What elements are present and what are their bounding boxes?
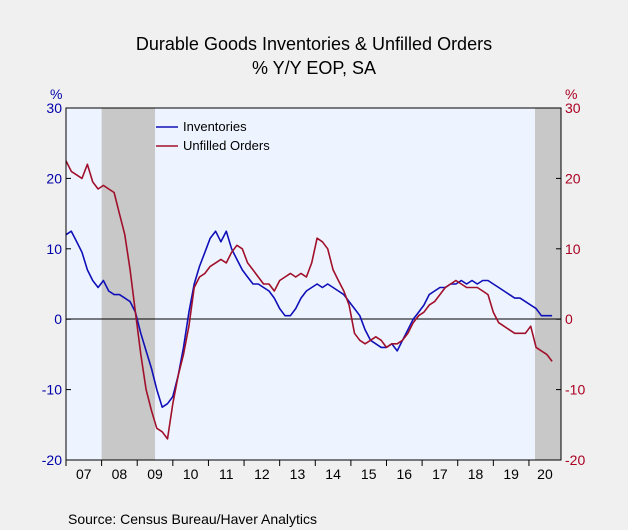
x-tick-label: 09 — [147, 466, 163, 482]
left-axis-unit: % — [50, 86, 62, 102]
x-tick-label: 20 — [537, 466, 553, 482]
left-y-axis: -20 -10 0 10 20 30 — [42, 100, 71, 468]
chart-subtitle: % Y/Y EOP, SA — [252, 58, 376, 78]
right-axis-unit: % — [565, 86, 577, 102]
x-tick-label: 08 — [112, 466, 128, 482]
right-tick-label: -10 — [565, 382, 585, 398]
legend-label-inventories: Inventories — [183, 119, 247, 134]
legend-label-unfilled-orders: Unfilled Orders — [183, 138, 270, 153]
left-tick-label: 20 — [46, 170, 62, 186]
x-tick-label: 18 — [468, 466, 484, 482]
recession-shading — [101, 108, 561, 460]
plot-frame — [65, 107, 562, 461]
recession-band — [101, 108, 156, 460]
x-axis: 07 08 09 10 11 12 13 14 15 16 17 18 19 20 — [65, 460, 553, 482]
left-tick-label: -10 — [42, 382, 62, 398]
right-y-axis: -20 -10 0 10 20 30 — [556, 100, 585, 468]
x-tick-label: 14 — [325, 466, 341, 482]
series-line-inventories — [65, 230, 553, 409]
x-tick-label: 17 — [432, 466, 448, 482]
right-tick-label: 10 — [565, 241, 581, 257]
x-tick-label: 07 — [76, 466, 92, 482]
source-note: Source: Census Bureau/Haver Analytics — [68, 511, 317, 527]
x-tick-label: 13 — [290, 466, 306, 482]
legend: Inventories Unfilled Orders — [156, 119, 270, 153]
right-tick-label: -20 — [565, 452, 585, 468]
x-tick-label: 11 — [219, 466, 234, 482]
x-tick-label: 16 — [397, 466, 413, 482]
right-tick-label: 0 — [565, 311, 573, 327]
chart-title: Durable Goods Inventories & Unfilled Ord… — [136, 34, 492, 54]
x-tick-label: 12 — [254, 466, 270, 482]
series-lines — [65, 160, 553, 440]
x-tick-label: 19 — [503, 466, 519, 482]
x-tick-label: 15 — [361, 466, 377, 482]
left-tick-label: 0 — [54, 311, 62, 327]
left-tick-label: 10 — [46, 241, 62, 257]
right-tick-label: 20 — [565, 170, 581, 186]
plot-area — [65, 107, 562, 461]
recession-band — [535, 108, 561, 460]
left-tick-label: -20 — [42, 452, 62, 468]
right-tick-label: 30 — [565, 100, 581, 116]
series-line-unfilled-orders — [65, 160, 553, 440]
x-tick-label: 10 — [183, 466, 199, 482]
left-tick-label: 30 — [46, 100, 62, 116]
